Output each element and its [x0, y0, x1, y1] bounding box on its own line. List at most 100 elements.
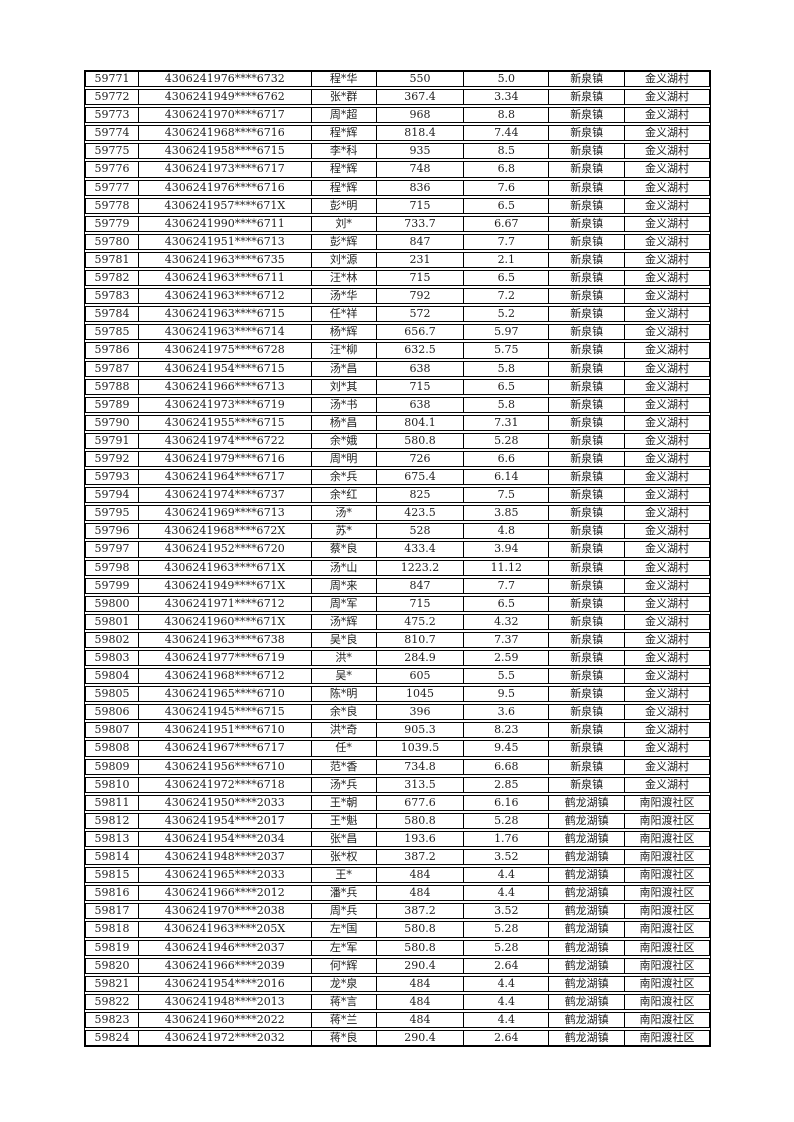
- cell-village: 金义湖村: [645, 126, 690, 140]
- cell-id-number: 4306241965****2033: [139, 868, 312, 883]
- cell-village: 金义湖村: [645, 651, 690, 664]
- table-row: 59794 4306241974****6737 余*红 825 7.5 新泉镇 金义湖村: [85, 487, 710, 504]
- cell-town: 鹤龙湖镇: [549, 940, 626, 955]
- cell-serial-number: 59773: [86, 108, 139, 123]
- cell-area: 5.5: [464, 669, 550, 684]
- cell-village: 金义湖村: [645, 687, 690, 701]
- cell-area: 5.28: [464, 940, 550, 955]
- cell-name: 汪*林: [312, 271, 377, 286]
- cell-village: 金义湖村: [645, 325, 690, 339]
- cell-amount: 231: [377, 252, 465, 268]
- cell-village: 金义湖村: [645, 361, 690, 375]
- cell-id-number: 4306241968****6716: [139, 126, 312, 141]
- cell-serial-number: 59802: [86, 632, 139, 647]
- cell-serial-number: 59796: [86, 524, 139, 539]
- cell-amount: 638: [377, 361, 465, 376]
- table-row: 59790 4306241955****6715 杨*昌 804.1 7.31 新泉镇 金义…: [85, 414, 710, 431]
- cell-village: 金义湖村: [645, 234, 690, 248]
- cell-id-number: 4306241967****6717: [139, 741, 312, 756]
- cell-serial-number: 59804: [86, 669, 139, 684]
- cell-village: 金义湖村: [645, 180, 690, 194]
- cell-id-number: 4306241949****6762: [139, 90, 312, 105]
- cell-amount: 605: [377, 669, 465, 684]
- cell-id-number: 4306241963****6711: [139, 271, 312, 286]
- table-row: 59774 4306241968****6716 程*辉 818.4 7.44 新泉镇 金义…: [85, 125, 710, 142]
- cell-name: 程*华: [312, 72, 377, 87]
- cell-town: 新泉镇: [549, 632, 626, 647]
- cell-town: 新泉镇: [549, 72, 626, 87]
- cell-amount: 572: [377, 307, 465, 322]
- cell-id-number: 4306241963****6738: [139, 632, 312, 647]
- cell-town: 新泉镇: [549, 216, 626, 231]
- cell-serial-number: 59811: [86, 795, 139, 810]
- cell-area: 4.4: [464, 886, 550, 901]
- table-row: 59779 4306241990****6711 刘* 733.7 6.67 新泉镇 金义湖…: [85, 215, 710, 232]
- cell-town: 鹤龙湖镇: [549, 904, 626, 919]
- cell-name: 任*祥: [312, 307, 377, 322]
- cell-serial-number: 59785: [86, 325, 139, 340]
- cell-town: 新泉镇: [549, 415, 626, 430]
- cell-amount: 193.6: [377, 831, 465, 847]
- cell-village: 金义湖村: [645, 705, 690, 719]
- cell-area: 7.5: [464, 488, 550, 503]
- cell-village: 金义湖村: [645, 759, 690, 773]
- cell-id-number: 4306241976****6716: [139, 180, 312, 195]
- cell-town: 鹤龙湖镇: [549, 850, 626, 865]
- cell-area: 4.4: [464, 976, 550, 991]
- cell-town: 新泉镇: [549, 126, 626, 141]
- cell-name: 彭*明: [312, 198, 377, 213]
- cell-village: 金义湖村: [645, 669, 690, 683]
- cell-area: 2.1: [464, 252, 550, 268]
- cell-town: 新泉镇: [549, 90, 626, 105]
- table-row: 59792 4306241979****6716 周*明 726 6.6 新泉镇 金义湖村: [85, 450, 710, 468]
- cell-village: 金义湖村: [645, 307, 690, 321]
- cell-area: 6.5: [464, 198, 550, 213]
- cell-town: 新泉镇: [549, 470, 626, 485]
- cell-name: 龙*泉: [312, 976, 377, 991]
- table-row: 59810 4306241972****6718 汤*兵 313.5 2.85 新泉镇 金义…: [85, 776, 710, 793]
- cell-amount: 632.5: [377, 343, 465, 358]
- cell-village: 南阳渡社区: [639, 1030, 695, 1044]
- cell-town: 新泉镇: [549, 669, 626, 684]
- cell-name: 程*辉: [312, 180, 377, 195]
- cell-id-number: 4306241956****6710: [139, 759, 312, 774]
- cell-area: 4.4: [464, 1012, 550, 1027]
- cell-town: 鹤龙湖镇: [549, 831, 626, 847]
- cell-village: 金义湖村: [645, 451, 690, 465]
- cell-amount: 804.1: [377, 415, 465, 430]
- cell-area: 5.28: [464, 922, 550, 937]
- table-row: 59803 4306241977****6719 洪* 284.9 2.59 新泉镇 金义湖…: [85, 650, 710, 667]
- table-row: 59807 4306241951****6710 洪*奇 905.3 8.23 新泉镇 金义…: [85, 722, 710, 739]
- cell-village: 金义湖村: [645, 524, 690, 538]
- cell-serial-number: 59794: [86, 488, 139, 503]
- table-row: 59796 4306241968****672X 苏* 528 4.8 新泉镇 金义湖村: [85, 523, 710, 540]
- cell-name: 范*香: [312, 759, 377, 774]
- table-row: 59817 4306241970****2038 周*兵 387.2 3.52 鹤龙湖镇南…: [85, 903, 710, 920]
- cell-town: 新泉镇: [549, 542, 626, 557]
- cell-serial-number: 59801: [86, 614, 139, 629]
- cell-serial-number: 59786: [86, 343, 139, 358]
- cell-amount: 734.8: [377, 759, 465, 774]
- cell-area: 6.8: [464, 162, 550, 177]
- cell-area: 5.8: [464, 361, 550, 376]
- cell-town: 新泉镇: [549, 488, 626, 503]
- cell-serial-number: 59793: [86, 470, 139, 485]
- table-row: 59782 4306241963****6711 汪*林 715 6.5 新泉镇 金义湖村: [85, 270, 710, 287]
- cell-amount: 715: [377, 271, 465, 286]
- table-row: 59795 4306241969****6713 汤* 423.5 3.85 新泉镇 金义湖…: [85, 505, 710, 522]
- table-row: 59777 4306241976****6716 程*辉 836 7.6 新泉镇 金义湖村: [85, 179, 710, 196]
- cell-serial-number: 59781: [86, 252, 139, 268]
- cell-town: 新泉镇: [549, 451, 626, 467]
- cell-serial-number: 59817: [86, 904, 139, 919]
- cell-amount: 818.4: [377, 126, 465, 141]
- table-row: 59771 4306241976****6732 程*华 550 5.0 新泉镇 金义湖村: [85, 71, 710, 88]
- cell-town: 新泉镇: [549, 560, 626, 575]
- cell-name: 周*明: [312, 451, 377, 467]
- cell-name: 周*军: [312, 596, 377, 611]
- cell-name: 汪*柳: [312, 343, 377, 358]
- cell-id-number: 4306241973****6717: [139, 162, 312, 177]
- table-row: 59823 4306241960****2022 蒋*兰 484 4.4 鹤龙湖镇 南阳渡社…: [85, 1011, 710, 1028]
- cell-serial-number: 59792: [86, 451, 139, 467]
- cell-town: 鹤龙湖镇: [549, 795, 626, 810]
- cell-name: 汤*山: [312, 560, 377, 575]
